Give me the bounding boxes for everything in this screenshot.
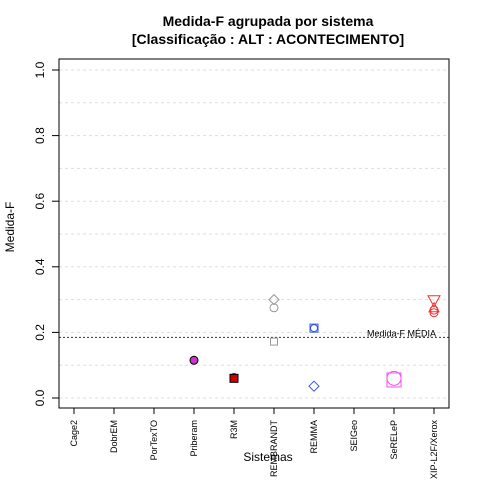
x-axis-label: Sistemas [243,450,292,464]
grid-lines [59,69,449,399]
data-point [269,303,279,313]
y-tick-label: 0.8 [33,127,47,144]
x-tick-label: XIP-L2F/Xerox [429,420,439,480]
data-point [428,301,440,313]
x-tick-label: PorTexTO [149,420,159,460]
plot-frame [58,58,450,409]
data-point [427,295,441,308]
chart-title-line1: Medida-F agrupada por sistema [163,13,374,29]
y-tick-label: 0.2 [33,324,47,341]
x-tick-label: SEIGeo [349,420,359,452]
data-point [189,355,199,365]
x-tick-label: Priberam [189,420,199,457]
x-tick-label: REMBRANDT [269,420,279,478]
y-tick-label: 0.4 [33,258,47,275]
x-tick-label: R3M [229,420,239,439]
data-point [386,372,402,388]
x-tick-label: SeRELeP [389,420,399,460]
y-tick-label: 0.0 [33,389,47,406]
data-point [229,373,239,383]
x-tick-label: REMMA [309,420,319,454]
data-points [189,293,441,392]
x-tick-label: Cage2 [69,420,79,447]
y-tick-label: 0.6 [33,193,47,210]
chart-title-line2: [Classificação : ALT : ACONTECIMENTO] [132,31,404,47]
y-axis-label: Medida-F [3,202,17,253]
x-tick-label: DobrEM [109,420,119,453]
mean-line-label: Medida-F MÉDIA [367,328,436,338]
data-point [270,337,278,346]
y-tick-label: 1.0 [33,61,47,78]
data-point [310,324,318,333]
data-point [268,293,280,306]
data-point [308,380,320,392]
y-axis: 0.0 0.2 0.4 0.6 0.8 1.0 [33,61,59,406]
data-point [429,308,439,318]
x-axis: Cage2 DobrEM PorTexTO Priberam R3M REMBRANDT R… [69,408,439,479]
